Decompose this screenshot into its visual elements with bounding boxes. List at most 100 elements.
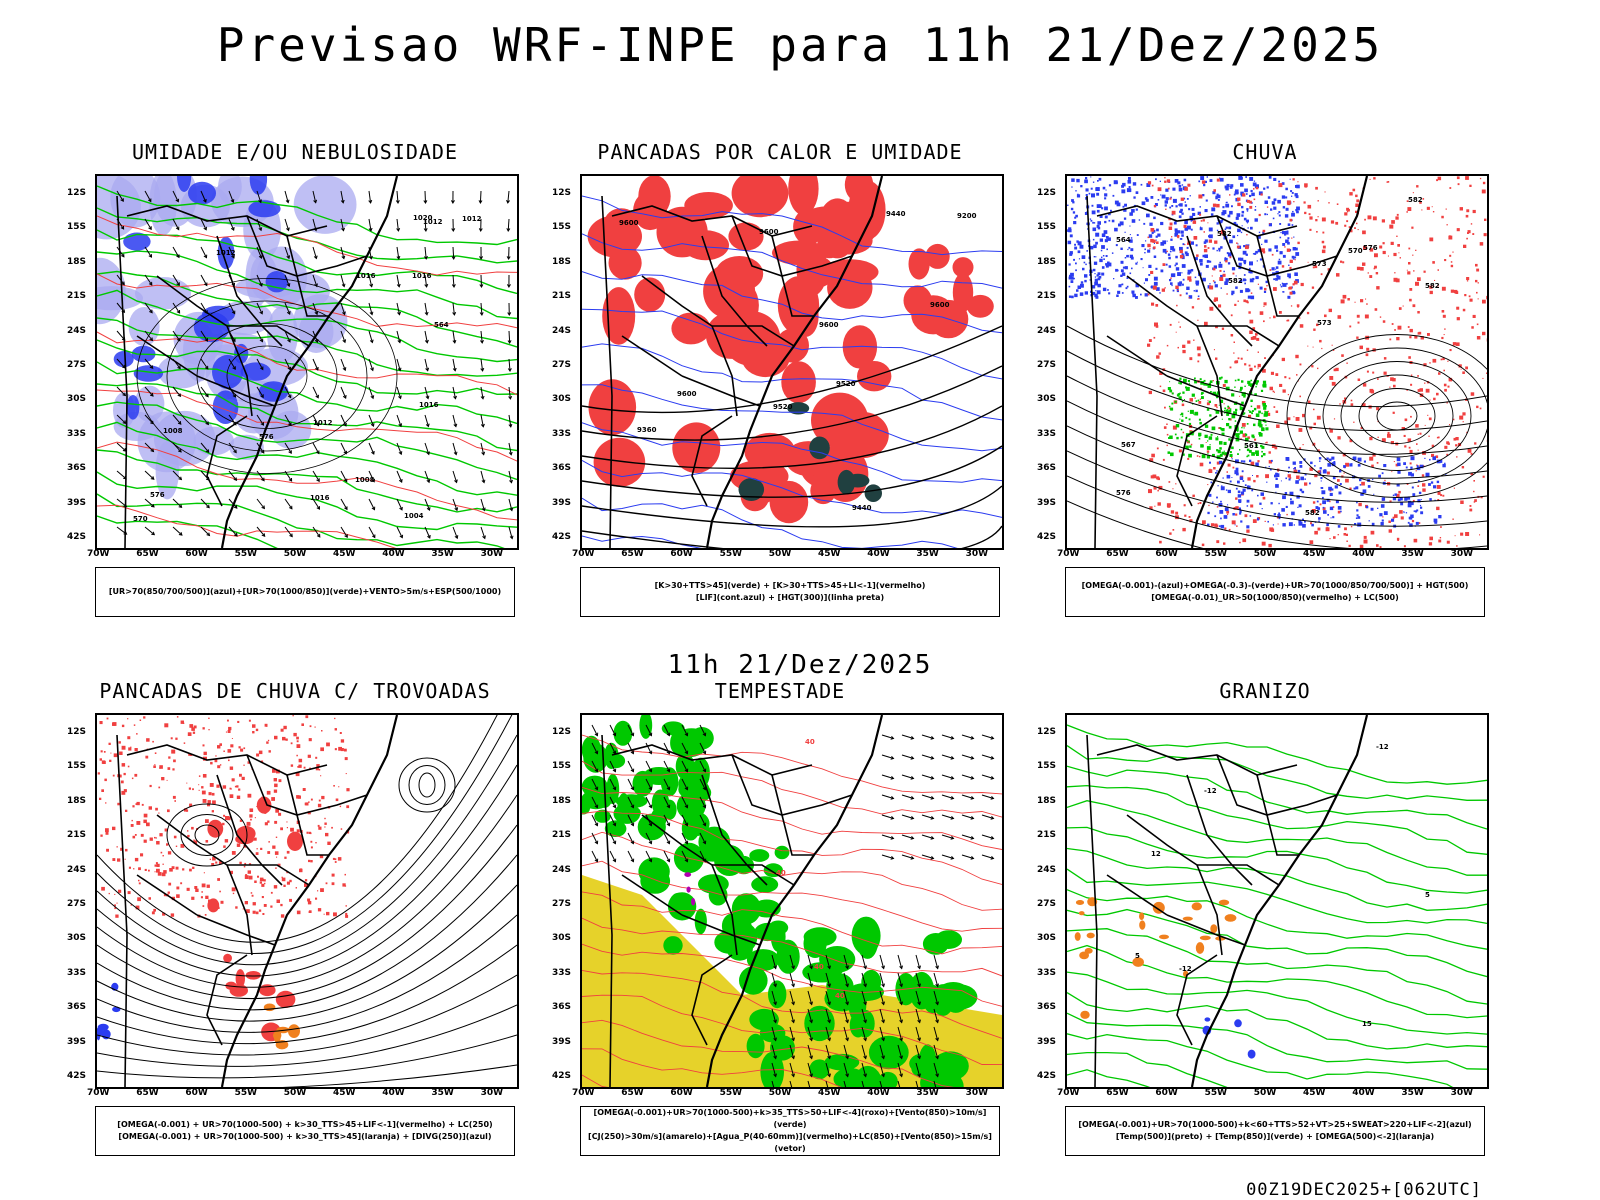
field-speckle xyxy=(1164,177,1166,179)
field-speckle xyxy=(1238,507,1241,510)
height-contour xyxy=(582,445,1002,498)
longitude-label: 30W xyxy=(480,549,504,559)
contour-label: 40 xyxy=(814,963,824,971)
field-speckle xyxy=(1377,378,1379,380)
field-speckle xyxy=(1413,538,1418,543)
field-speckle xyxy=(1243,460,1246,463)
field-speckle xyxy=(1484,218,1487,221)
field-speckle xyxy=(1456,456,1458,458)
field-speckle xyxy=(1264,357,1266,359)
field-speckle xyxy=(1382,320,1386,323)
field-speckle xyxy=(1162,248,1167,253)
field-speckle xyxy=(1129,239,1133,243)
field-speckle xyxy=(1205,383,1209,386)
wind-vector-head xyxy=(509,535,514,540)
field-speckle xyxy=(1252,327,1256,330)
field-speckle xyxy=(285,738,288,741)
wind-vector-head xyxy=(612,858,617,863)
field-speckle xyxy=(1165,263,1168,266)
field-speckle xyxy=(1225,226,1228,229)
field-speckle xyxy=(1285,457,1290,461)
wind-vector xyxy=(645,724,652,736)
latitude-label: 39S xyxy=(1037,497,1057,508)
field-speckle xyxy=(125,809,128,812)
field-speckle xyxy=(1070,276,1074,280)
field-speckle xyxy=(154,871,156,873)
field-speckle xyxy=(1204,254,1208,258)
field-speckle xyxy=(156,841,160,845)
field-speckle xyxy=(1257,494,1259,497)
field-speckle xyxy=(319,854,324,859)
wind-vector-head xyxy=(203,254,208,259)
field-speckle xyxy=(1227,227,1229,229)
wind-vector-head xyxy=(177,421,182,425)
field-speckle xyxy=(1166,423,1168,425)
field-speckle xyxy=(1437,176,1442,181)
wind-vector xyxy=(452,358,456,371)
field-speckle xyxy=(1279,284,1282,286)
field-speckle xyxy=(1245,437,1249,442)
field-speckle xyxy=(1460,500,1464,504)
field-speckle xyxy=(318,769,321,771)
wind-vector-head xyxy=(630,768,635,773)
wind-vector-head xyxy=(910,835,915,840)
field-speckle xyxy=(1340,299,1345,304)
field-speckle xyxy=(1230,334,1234,337)
field-speckle xyxy=(1278,258,1281,261)
field-blob xyxy=(734,917,753,945)
field-speckle xyxy=(1316,415,1321,420)
field-speckle xyxy=(1148,234,1153,238)
wind-vector xyxy=(424,246,427,259)
field-speckle xyxy=(1441,215,1444,219)
field-speckle xyxy=(1228,418,1231,421)
field-speckle xyxy=(1304,473,1307,476)
field-speckle xyxy=(1382,516,1384,518)
field-blob xyxy=(1080,1010,1090,1019)
field-speckle xyxy=(1273,278,1275,281)
field-speckle xyxy=(130,904,132,906)
field-speckle xyxy=(1122,182,1126,187)
wind-vector xyxy=(340,386,347,399)
field-speckle xyxy=(1254,184,1258,188)
field-speckle xyxy=(1155,239,1157,241)
field-speckle xyxy=(164,828,168,832)
field-speckle xyxy=(1093,222,1096,224)
field-speckle xyxy=(1199,421,1202,425)
field-speckle xyxy=(1249,270,1253,274)
wind-vector-head xyxy=(369,311,374,316)
field-speckle xyxy=(1234,386,1236,388)
field-speckle xyxy=(244,875,249,879)
wind-vector xyxy=(256,246,262,259)
wind-vector xyxy=(921,794,934,799)
field-speckle xyxy=(1171,392,1174,395)
field-speckle xyxy=(325,832,329,837)
wind-vector xyxy=(144,526,155,535)
field-speckle xyxy=(1387,255,1389,257)
field-speckle xyxy=(299,868,303,873)
wind-vector-head xyxy=(666,858,671,863)
field-speckle xyxy=(1188,295,1193,299)
wind-vector-head xyxy=(970,755,975,760)
contour-line xyxy=(582,422,1002,483)
wind-vector xyxy=(645,850,652,862)
field-speckle xyxy=(1102,186,1106,190)
field-speckle xyxy=(1424,382,1426,384)
field-speckle xyxy=(1245,220,1248,222)
field-speckle xyxy=(1229,186,1233,189)
wind-vector-head xyxy=(990,855,995,860)
field-speckle xyxy=(1147,249,1151,253)
field-speckle xyxy=(1329,506,1334,511)
field-speckle xyxy=(1224,452,1228,456)
field-speckle xyxy=(1170,510,1175,514)
latitude-label: 42S xyxy=(552,1071,572,1081)
field-speckle xyxy=(1244,363,1247,366)
field-speckle xyxy=(1193,290,1195,292)
field-speckle xyxy=(1418,491,1422,495)
field-speckle xyxy=(1333,461,1336,463)
field-speckle xyxy=(1197,502,1199,505)
field-speckle xyxy=(1086,250,1088,252)
field-speckle xyxy=(1282,291,1284,293)
contour-line xyxy=(97,471,517,531)
field-speckle xyxy=(1226,423,1230,427)
field-speckle xyxy=(188,787,191,790)
